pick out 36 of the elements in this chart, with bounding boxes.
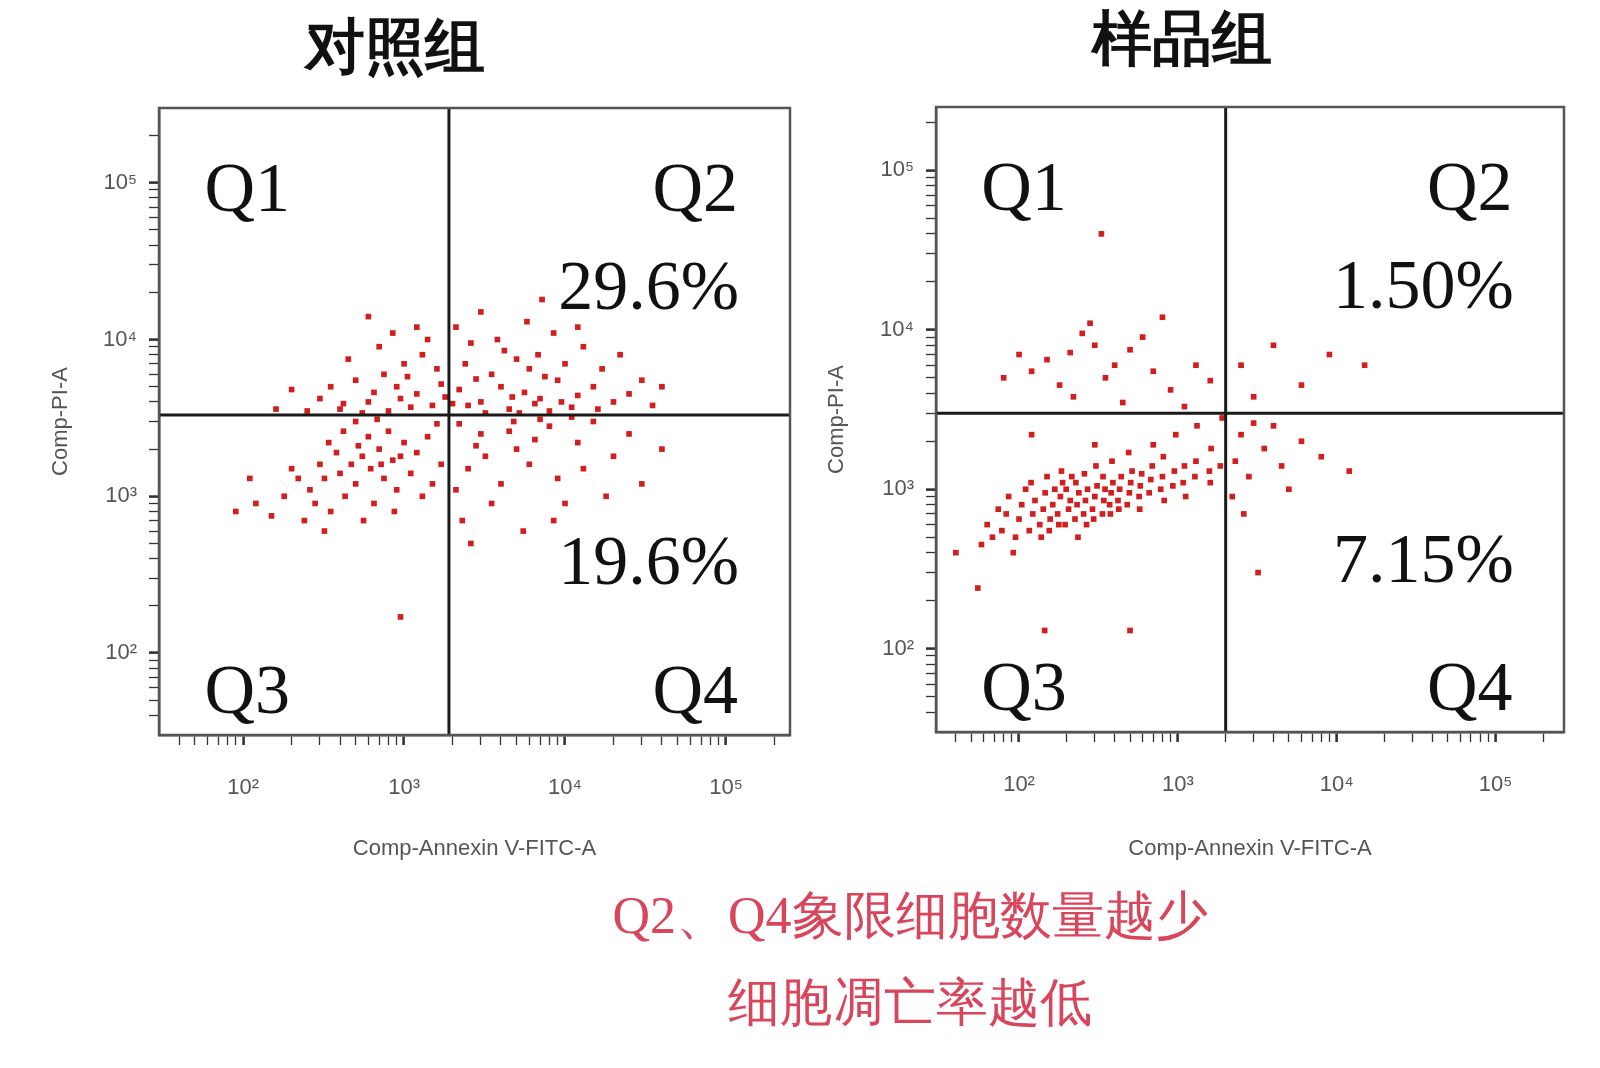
x-tick-label: 10³: [388, 774, 420, 800]
x-tick-label: 10²: [227, 774, 260, 800]
annotation: Q1: [204, 149, 291, 227]
y-axis-title: Comp-PI-A: [823, 364, 849, 474]
annotation: 7.15%: [1332, 519, 1514, 597]
y-tick-label: 10²: [882, 634, 914, 660]
annotation: Q4: [652, 650, 739, 728]
annotation: Q3: [204, 650, 291, 728]
y-tick-label: 10⁴: [880, 315, 914, 341]
x-axis-title: Comp-Annexin V-FITC-A: [1128, 834, 1372, 860]
x-tick-label: 10³: [1161, 771, 1194, 797]
chart-title: 样品组: [1090, 5, 1272, 72]
x-tick-label: 10⁵: [1478, 771, 1513, 797]
x-tick-label: 10⁴: [548, 774, 582, 800]
y-axis-title: Comp-PI-A: [47, 366, 73, 476]
y-tick-label: 10³: [882, 475, 914, 501]
y-tick-label: 10⁴: [103, 325, 137, 351]
x-tick-label: 10⁵: [709, 774, 743, 800]
annotation: Q4: [1427, 647, 1513, 725]
y-tick-label: 10³: [105, 482, 137, 508]
annotation: Q3: [981, 647, 1067, 725]
chart-title: 对照组: [303, 13, 485, 80]
y-tick-label: 10⁵: [880, 156, 914, 182]
y-tick-label: 10²: [105, 639, 137, 665]
text: Q2、Q4象限细胞数量越少: [611, 886, 1209, 946]
annotation: 29.6%: [558, 247, 740, 325]
annotation: 1.50%: [1332, 245, 1514, 323]
annotation: Q1: [981, 147, 1067, 225]
x-tick-label: 10⁴: [1319, 771, 1354, 797]
text: 细胞凋亡率越低: [727, 973, 1093, 1033]
y-tick-label: 10⁵: [103, 168, 137, 194]
annotation: 19.6%: [558, 522, 740, 600]
annotation: Q2: [652, 149, 739, 227]
x-tick-label: 10²: [1003, 771, 1035, 797]
x-axis-title: Comp-Annexin V-FITC-A: [352, 834, 597, 860]
annotation: Q2: [1427, 147, 1513, 225]
